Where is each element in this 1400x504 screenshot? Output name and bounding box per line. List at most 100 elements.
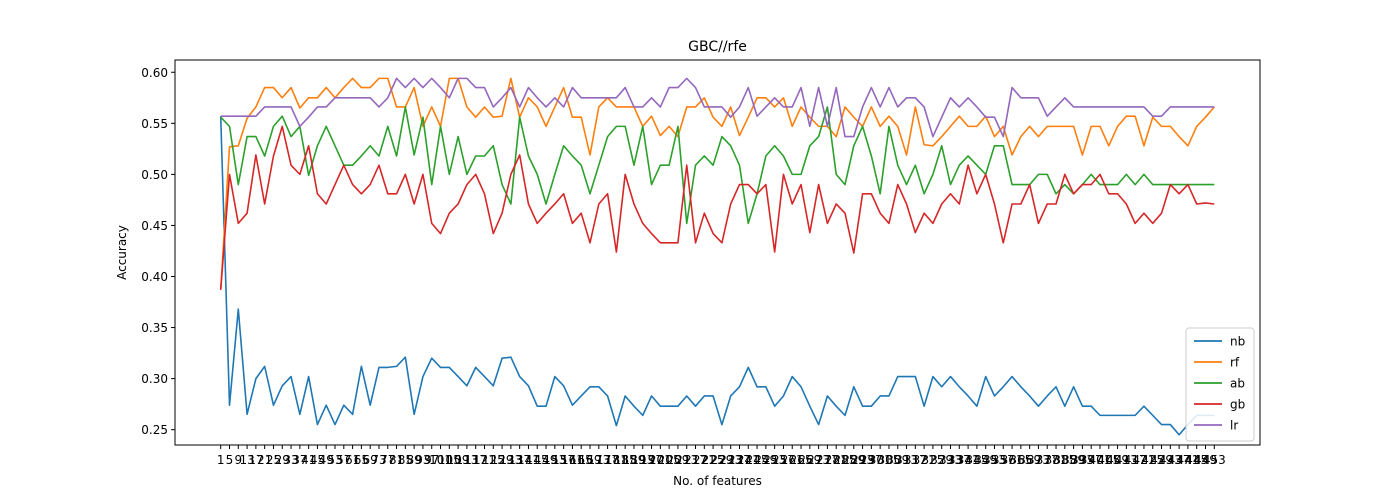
x-tick-label: 361 (1001, 453, 1024, 467)
series-line-lr (220, 77, 1215, 138)
x-tick-label: 213 (675, 453, 698, 467)
x-tick-label: 449 (1194, 453, 1217, 467)
x-tick-label: 197 (640, 453, 663, 467)
y-tick-label: 0.40 (141, 270, 168, 284)
legend-label-lr: lr (1230, 419, 1238, 433)
x-tick-label: 113 (455, 453, 478, 467)
legend-label-ab: ab (1230, 377, 1245, 391)
x-tick-label: 41 (301, 453, 316, 467)
x-axis: 1 5 91317212529333741454953576165697377818… (217, 445, 1226, 467)
series-line-ab (220, 106, 1215, 225)
x-tick-label: 181 (605, 453, 628, 467)
x-tick-label: 321 (913, 453, 936, 467)
x-tick-label: 117 (464, 453, 487, 467)
legend: nb rf ab gb lr (1185, 327, 1255, 442)
x-tick-label: 89 (407, 453, 422, 467)
x-tick-label: 445 (1185, 453, 1208, 467)
series-line-gb (219, 125, 1215, 290)
x-tick-label: 97 (424, 453, 439, 467)
x-tick-label: 45 (310, 453, 325, 467)
x-tick-label: 193 (631, 453, 654, 467)
x-tick-label: 77 (380, 453, 395, 467)
x-tick-label: 121 (473, 453, 496, 467)
x-tick-label: 57 (336, 453, 351, 467)
x-tick-label: 289 (842, 453, 865, 467)
y-tick-label: 0.50 (141, 168, 168, 182)
x-tick-label: 377 (1036, 453, 1059, 467)
legend-label-rf: rf (1230, 356, 1240, 370)
x-tick-label: 245 (746, 453, 769, 467)
x-tick-label: 333 (939, 453, 962, 467)
x-tick-label: 261 (781, 453, 804, 467)
x-tick-label: 389 (1062, 453, 1085, 467)
legend-label-gb: gb (1230, 398, 1245, 412)
x-tick-label: 437 (1168, 453, 1191, 467)
x-tick-label: 129 (491, 453, 514, 467)
x-tick-label: 301 (869, 453, 892, 467)
x-tick-label: 93 (415, 453, 430, 467)
x-tick-label: 265 (790, 453, 813, 467)
plot-frame (174, 59, 1261, 446)
x-tick-label: 165 (570, 453, 593, 467)
x-tick-label: 409 (1106, 453, 1129, 467)
x-tick-label: 81 (389, 453, 404, 467)
x-tick-label: 373 (1027, 453, 1050, 467)
x-tick-label: 133 (499, 453, 522, 467)
x-tick-label: 369 (1018, 453, 1041, 467)
x-tick-label: 9 (234, 453, 242, 467)
x-tick-label: 241 (737, 453, 760, 467)
x-tick-label: 413 (1115, 453, 1138, 467)
y-tick-label: 0.45 (141, 219, 168, 233)
x-tick-label: 417 (1124, 453, 1147, 467)
x-tick-label: 433 (1159, 453, 1182, 467)
series-line-rf (219, 77, 1215, 290)
x-tick-label: 69 (363, 453, 378, 467)
y-tick-label: 0.35 (141, 321, 168, 335)
y-axis: 0.25 0.30 0.35 0.40 0.45 0.50 0.55 0.60 (141, 66, 175, 437)
x-tick-label: 149 (535, 453, 558, 467)
x-tick-label: 173 (587, 453, 610, 467)
x-tick-label: 161 (561, 453, 584, 467)
x-tick-label: 233 (719, 453, 742, 467)
x-tick-label: 189 (623, 453, 646, 467)
x-tick-label: 209 (666, 453, 689, 467)
y-tick-label: 0.25 (141, 423, 168, 437)
x-tick-label: 125 (482, 453, 505, 467)
x-tick-label: 337 (948, 453, 971, 467)
x-tick-label: 421 (1132, 453, 1155, 467)
x-tick-label: 157 (552, 453, 575, 467)
x-tick-label: 153 (543, 453, 566, 467)
x-tick-label: 357 (992, 453, 1015, 467)
x-tick-label: 277 (816, 453, 839, 467)
x-tick-label: 145 (526, 453, 549, 467)
legend-label-nb: nb (1230, 335, 1245, 349)
y-tick-label: 0.60 (141, 66, 168, 80)
x-tick-label: 341 (957, 453, 980, 467)
x-tick-label: 225 (702, 453, 725, 467)
x-tick-label: 13 (239, 453, 254, 467)
y-tick-label: 0.30 (141, 372, 168, 386)
x-tick-label: 61 (345, 453, 360, 467)
x-tick-label: 309 (886, 453, 909, 467)
y-tick-label: 0.55 (141, 117, 168, 131)
x-tick-label: 281 (825, 453, 848, 467)
x-tick-label: 37 (292, 453, 307, 467)
x-tick-label: 325 (921, 453, 944, 467)
x-tick-label: 25 (266, 453, 281, 467)
x-axis-label: No. of features (673, 474, 762, 488)
x-tick-label: 453 (1203, 453, 1226, 467)
x-tick-label: 397 (1080, 453, 1103, 467)
x-tick-label: 109 (447, 453, 470, 467)
x-tick-label: 269 (798, 453, 821, 467)
x-tick-label: 381 (1045, 453, 1068, 467)
x-tick-label: 201 (649, 453, 672, 467)
x-tick-label: 297 (860, 453, 883, 467)
x-tick-label: 253 (763, 453, 786, 467)
x-tick-label: 237 (728, 453, 751, 467)
x-tick-label: 217 (684, 453, 707, 467)
x-tick-label: 205 (658, 453, 681, 467)
x-tick-label: 185 (614, 453, 637, 467)
x-tick-label: 353 (983, 453, 1006, 467)
